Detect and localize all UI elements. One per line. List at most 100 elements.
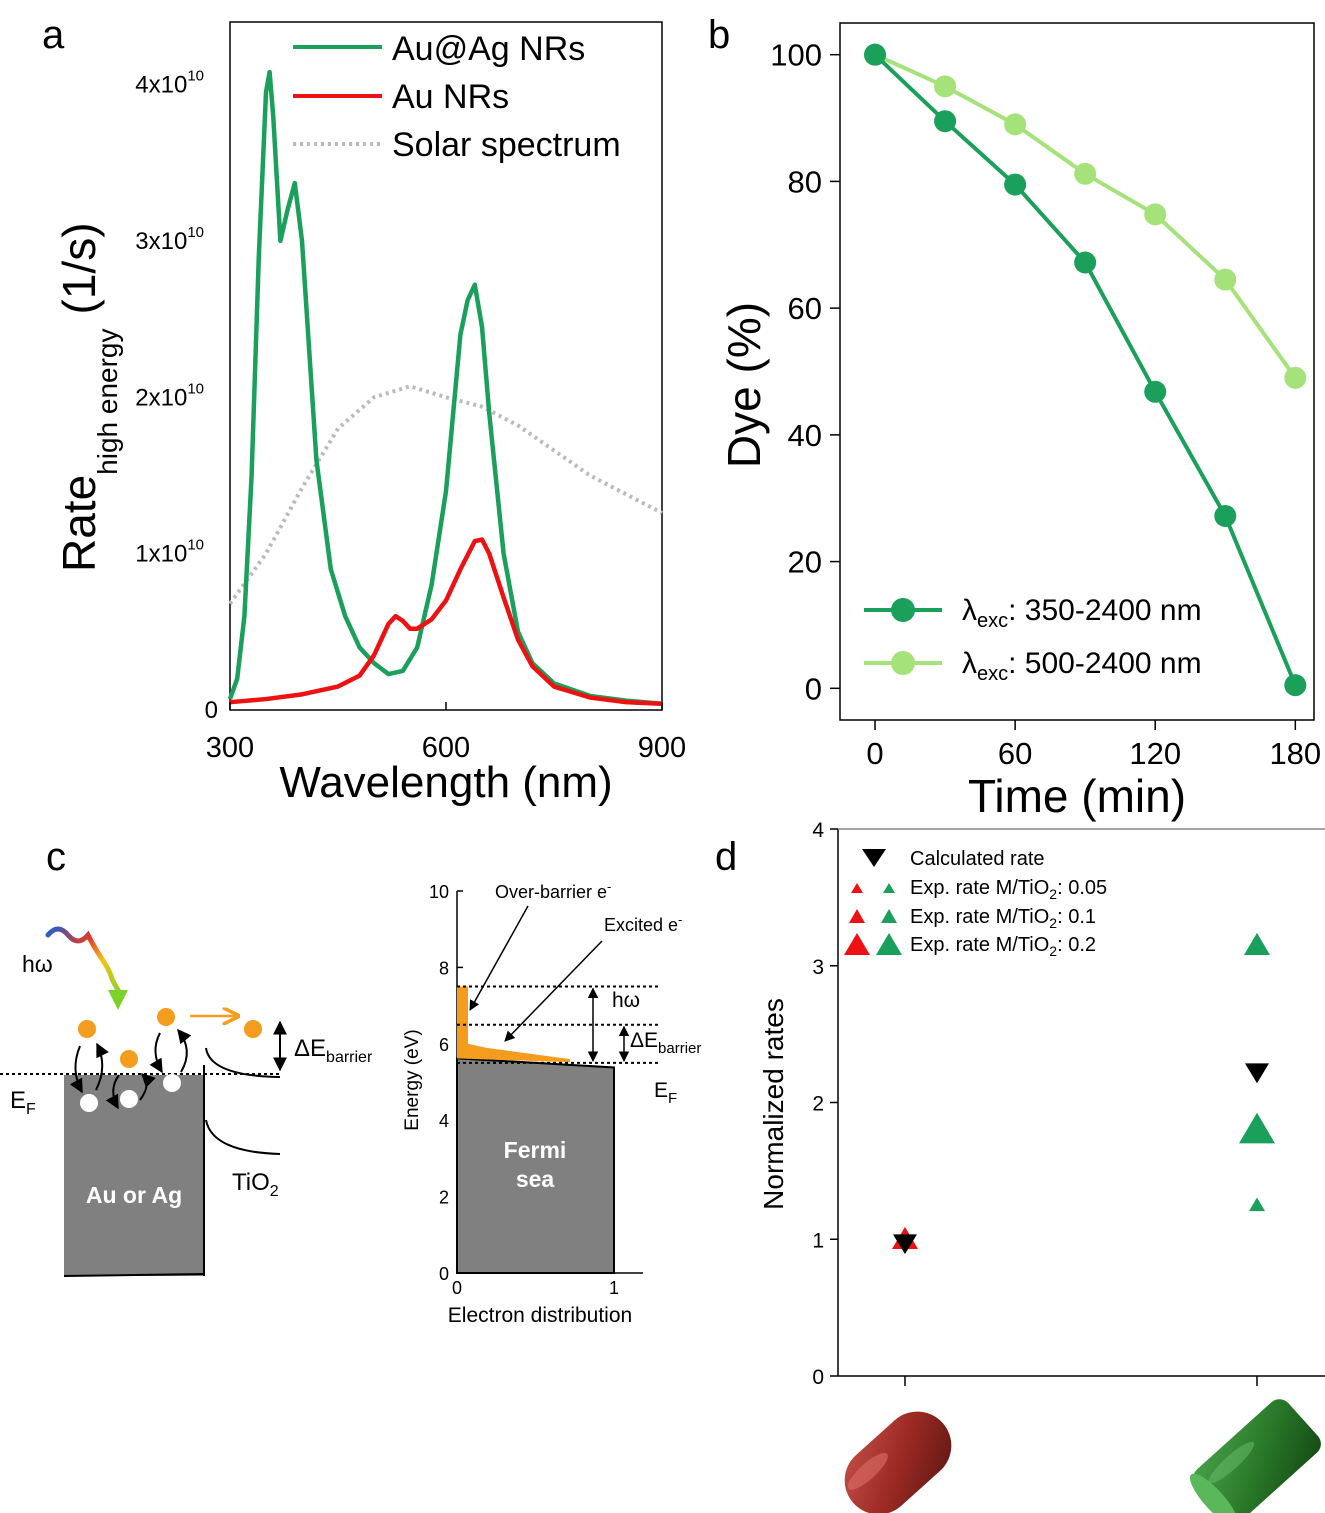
injected-electron bbox=[244, 1020, 262, 1038]
excitation-arrow-3 bbox=[105, 1074, 120, 1110]
panel-c-y-tick-label: 0 bbox=[439, 1264, 449, 1284]
photon-label: hω bbox=[22, 951, 53, 977]
legend-exp01-green bbox=[881, 909, 897, 923]
panel-b-data-point bbox=[934, 110, 957, 133]
tio2-label: TiO2 bbox=[232, 1169, 279, 1200]
panel-b-x-tick-label: 60 bbox=[998, 736, 1032, 771]
series-au-ag-nrs bbox=[227, 69, 663, 706]
legend-label-au: Au NRs bbox=[392, 78, 509, 116]
panel-d-marker-calculated bbox=[893, 1234, 917, 1255]
energy-levels bbox=[457, 985, 658, 1064]
legend-exp01-main: Exp. rate M/TiO bbox=[910, 906, 1049, 928]
y-tick-mantissa: 4x10 bbox=[135, 72, 187, 99]
over-barrier-sup: - bbox=[607, 879, 611, 894]
hole-2 bbox=[120, 1090, 138, 1108]
panel-b-y-tick-label: 80 bbox=[788, 164, 822, 199]
panel-b-x-axis-label: Time (min) bbox=[968, 770, 1186, 822]
excited-main: Excited e bbox=[604, 915, 678, 935]
panel-b-y-axis-label: Dye (%) bbox=[718, 302, 770, 468]
hole-1 bbox=[80, 1094, 98, 1112]
panel-a-x-tick-label: 900 bbox=[638, 732, 686, 764]
series-au-nrs bbox=[229, 537, 663, 706]
legend-exp02-main: Exp. rate M/TiO bbox=[910, 934, 1049, 956]
panel-a-ylabel-main: Rate bbox=[53, 475, 105, 572]
panel-b-data-point bbox=[1074, 162, 1097, 185]
panel-b-ticks: 0 20 40 60 80 100 0 60 120 180 bbox=[770, 38, 1321, 771]
panel-a-x-axis-label: Wavelength (nm) bbox=[279, 758, 612, 807]
legend-calculated-marker bbox=[862, 849, 886, 867]
panel-a-y-tick-label: 2x1010 bbox=[135, 380, 204, 411]
panel-b-series-line bbox=[873, 53, 1298, 686]
panel-b-y-tick-label: 100 bbox=[770, 38, 822, 73]
legend-500-lambda: λ bbox=[962, 647, 977, 680]
panel-d-axes: 0 1 2 3 4 bbox=[812, 819, 1325, 1389]
delta-e-barrier-right: ΔEbarrier bbox=[630, 1029, 701, 1057]
panel-c-y-tick-label: 8 bbox=[439, 958, 449, 978]
panel-c-x-tick-label: 1 bbox=[609, 1278, 619, 1298]
legend-exp02-green bbox=[876, 933, 902, 955]
panel-b-data-point bbox=[1144, 380, 1167, 403]
hot-electron-3 bbox=[157, 1008, 175, 1026]
panel-c-y-axis-label: Energy (eV) bbox=[402, 1029, 423, 1130]
legend-marker-350 bbox=[891, 598, 915, 622]
hole-3 bbox=[163, 1074, 181, 1092]
legend-350-sub: exc bbox=[977, 610, 1008, 632]
panel-label-d: d bbox=[715, 835, 737, 879]
panel-d-y-tick-label: 0 bbox=[812, 1366, 824, 1389]
over-barrier-label: Over-barrier e- bbox=[495, 879, 611, 902]
over-barrier-pointer bbox=[469, 905, 529, 1011]
panel-d-marker-exp_0.2 bbox=[1244, 932, 1270, 955]
legend-350-lambda: λ bbox=[962, 594, 977, 627]
ef-left-main: E bbox=[10, 1087, 26, 1114]
panel-b-data-point bbox=[934, 75, 957, 98]
panel-b-data-point bbox=[1144, 203, 1167, 226]
legend-label-350: λexc: 350-2400 nm bbox=[962, 594, 1202, 632]
ef-left-sub: F bbox=[26, 1101, 36, 1118]
panel-b-y-tick-label: 60 bbox=[788, 291, 822, 326]
legend-exp005-sub: 2 bbox=[1049, 886, 1057, 902]
legend-exp02-sub: 2 bbox=[1049, 943, 1057, 959]
panel-b-y-tick-label: 0 bbox=[805, 671, 822, 706]
panel-c-y-tick-label: 2 bbox=[439, 1188, 449, 1208]
photon-wave-icon bbox=[45, 926, 125, 1000]
legend-exp005-green bbox=[883, 883, 895, 893]
ef-label-left: EF bbox=[10, 1087, 36, 1118]
tio2-valence-band-curve bbox=[205, 1119, 281, 1155]
panel-d-y-tick-label: 3 bbox=[812, 956, 824, 979]
ef-right-main: E bbox=[654, 1079, 668, 1102]
legend-label-500: λexc: 500-2400 nm bbox=[962, 647, 1202, 685]
panel-b-data-point bbox=[1214, 268, 1237, 291]
hw-label-right: hω bbox=[612, 989, 640, 1012]
delta-e-right-sub: barrier bbox=[658, 1040, 701, 1057]
panel-b-frame bbox=[839, 22, 1315, 721]
panel-d-legend: Calculated rate Exp. rate M/TiO2: 0.05 E… bbox=[844, 848, 1107, 959]
panel-c-y-tick-label: 10 bbox=[429, 882, 449, 902]
panel-a-y-tick-label: 1x1010 bbox=[135, 537, 204, 568]
panel-a-y-tick-label: 4x1010 bbox=[135, 68, 204, 99]
y-tick-exponent: 10 bbox=[187, 537, 204, 554]
excitation-arrow-1 bbox=[69, 1045, 83, 1094]
panel-b-data-point bbox=[1074, 251, 1097, 274]
panel-d: d 0 1 2 3 4 Normalized rates Calculated rate… bbox=[715, 819, 1325, 1513]
delta-e-left-sub: barrier bbox=[326, 1049, 373, 1066]
legend-exp005-red bbox=[851, 883, 863, 893]
metal-block-bottom-edge bbox=[63, 1273, 205, 1277]
excited-sup: - bbox=[678, 912, 682, 927]
legend-exp01-label: Exp. rate M/TiO2: 0.1 bbox=[910, 906, 1096, 931]
photon-arrowhead-icon bbox=[108, 990, 128, 1010]
hot-electron-1 bbox=[78, 1020, 96, 1038]
legend-exp02-rest: : 0.2 bbox=[1057, 934, 1096, 956]
legend-500-rest: : 500-2400 nm bbox=[1008, 647, 1201, 680]
metal-label: Au or Ag bbox=[86, 1182, 182, 1208]
y-tick-exponent: 10 bbox=[187, 224, 204, 241]
panel-b: b 0 20 40 60 80 100 0 60 120 180 Time (min) Dye (… bbox=[708, 13, 1321, 822]
excitation-arrow-6 bbox=[177, 1028, 192, 1073]
panel-label-a: a bbox=[42, 13, 65, 57]
legend-exp005-rest: : 0.05 bbox=[1057, 877, 1107, 899]
panel-d-y-tick-label: 2 bbox=[812, 1093, 824, 1116]
over-barrier-main: Over-barrier e bbox=[495, 882, 607, 902]
delta-e-barrier-left: ΔEbarrier bbox=[294, 1035, 373, 1066]
